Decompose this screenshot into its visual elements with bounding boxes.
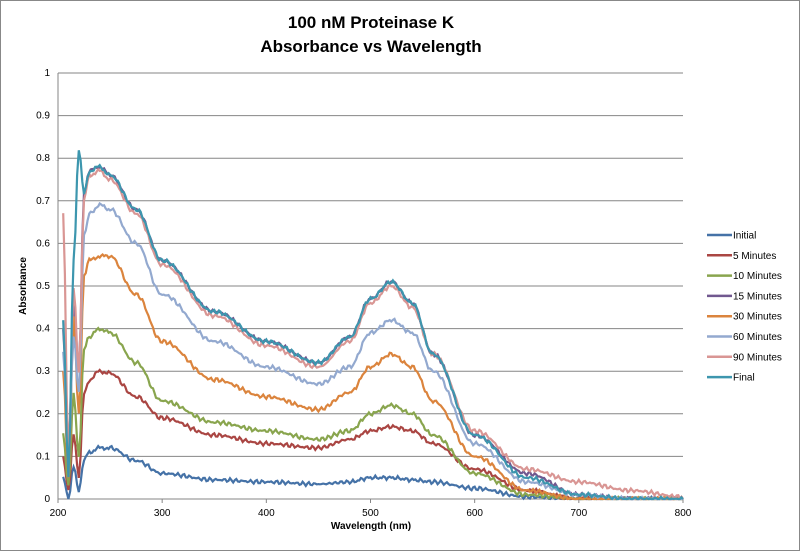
x-tick-label: 800 bbox=[675, 508, 692, 519]
legend-label: 30 Minutes bbox=[733, 312, 782, 323]
y-tick-label: 0 bbox=[44, 494, 50, 505]
y-tick-label: 0.4 bbox=[36, 324, 50, 335]
y-tick-label: 0.6 bbox=[36, 238, 50, 249]
x-tick-label: 200 bbox=[50, 508, 67, 519]
y-tick-label: 0.8 bbox=[36, 153, 50, 164]
x-tick-label: 300 bbox=[154, 508, 171, 519]
y-tick-label: 0.1 bbox=[36, 451, 50, 462]
x-tick-label: 600 bbox=[466, 508, 483, 519]
legend-label: Final bbox=[733, 373, 755, 384]
legend-label: Initial bbox=[733, 231, 756, 242]
legend-label: 5 Minutes bbox=[733, 251, 776, 262]
legend-label: 90 Minutes bbox=[733, 352, 782, 363]
y-tick-label: 0.2 bbox=[36, 409, 50, 420]
x-tick-label: 500 bbox=[362, 508, 379, 519]
y-tick-label: 0.3 bbox=[36, 366, 50, 377]
legend-label: 60 Minutes bbox=[733, 332, 782, 343]
y-axis-title: Absorbance bbox=[18, 257, 29, 315]
y-tick-label: 1 bbox=[44, 68, 50, 79]
chart-title: 100 nM Proteinase K bbox=[288, 13, 455, 32]
y-tick-label: 0.7 bbox=[36, 196, 50, 207]
series-line-30-minutes bbox=[62, 252, 683, 501]
x-tick-label: 400 bbox=[258, 508, 275, 519]
x-axis-title: Wavelength (nm) bbox=[331, 521, 411, 532]
y-tick-label: 0.5 bbox=[36, 281, 50, 292]
y-tick-label: 0.9 bbox=[36, 111, 50, 122]
series-line-90-minutes bbox=[62, 167, 684, 500]
chart-subtitle: Absorbance vs Wavelength bbox=[260, 37, 481, 56]
series-line-initial bbox=[62, 444, 683, 501]
x-tick-label: 700 bbox=[570, 508, 587, 519]
series-line-final bbox=[62, 150, 684, 501]
legend-label: 15 Minutes bbox=[733, 291, 782, 302]
legend-label: 10 Minutes bbox=[733, 271, 782, 282]
series-line-60-minutes bbox=[62, 201, 683, 501]
